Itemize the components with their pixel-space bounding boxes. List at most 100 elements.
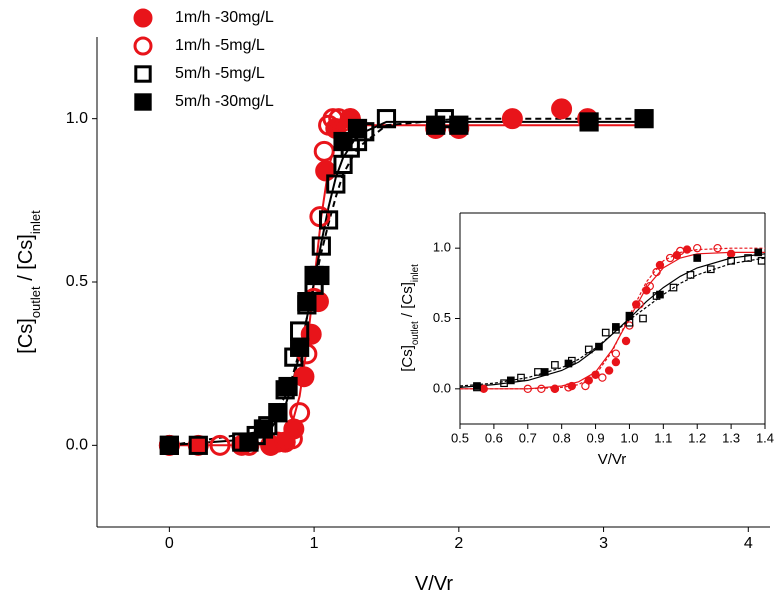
- open-square: [551, 361, 559, 369]
- filled-square: [612, 323, 620, 331]
- filled-square: [347, 118, 368, 139]
- filled-circle: [726, 249, 736, 258]
- y-axis-title-subscript: outlet: [410, 321, 421, 345]
- filled-square: [540, 368, 549, 376]
- open-circle: [676, 246, 685, 256]
- open-square: [333, 154, 353, 175]
- filled-square: [159, 435, 179, 455]
- x-tick-label: 0.6: [485, 430, 503, 445]
- open-square: [686, 271, 695, 279]
- filled-square: [134, 93, 152, 111]
- open-square: [639, 314, 647, 323]
- filled-square: [625, 311, 634, 320]
- filled-square: [253, 419, 274, 439]
- legend-label: 1m/h -30mg/L: [175, 9, 274, 26]
- x-tick-label: 1: [310, 535, 319, 552]
- x-tick-label: 0.9: [587, 430, 605, 445]
- filled-square: [268, 403, 288, 423]
- open-square: [757, 256, 766, 265]
- filled-square: [595, 342, 603, 351]
- fit-line: [169, 117, 647, 447]
- open-circle: [652, 267, 661, 277]
- x-tick-label: 1.4: [756, 430, 774, 445]
- open-circle: [665, 253, 675, 263]
- open-square: [326, 174, 346, 194]
- filled-square: [579, 112, 599, 132]
- main-chart: 0 1 2 3 40.00.51.0V/Vr[Cs]outlet / [Cs]inlet…: [15, 8, 770, 595]
- x-tick-label: 1.1: [654, 430, 672, 445]
- x-tick-label: 1.2: [688, 430, 706, 445]
- filled-square: [693, 254, 702, 262]
- open-square: [290, 321, 310, 341]
- open-circle: [523, 384, 532, 394]
- filled-circle: [551, 98, 573, 120]
- open-square: [311, 236, 331, 256]
- open-circle: [313, 140, 335, 162]
- open-square: [517, 373, 525, 382]
- y-axis-title-subscript: inlet: [28, 210, 43, 234]
- open-square: [744, 254, 752, 262]
- filled-square: [449, 115, 469, 135]
- open-circle: [645, 281, 654, 291]
- open-circle: [564, 383, 573, 392]
- open-circle: [209, 434, 231, 456]
- filled-circle: [611, 357, 621, 367]
- filled-square: [239, 432, 259, 452]
- x-tick-label: 1.3: [722, 430, 740, 445]
- open-circle: [598, 373, 607, 382]
- y-tick-label: 0.0: [433, 380, 451, 395]
- x-tick-label: 2: [454, 535, 463, 552]
- filled-circle: [293, 366, 315, 388]
- y-axis-title: [Cs]outlet / [Cs]inlet: [15, 210, 43, 354]
- fit-line: [459, 253, 766, 388]
- open-square: [584, 345, 593, 354]
- open-square: [601, 328, 610, 337]
- x-tick-label: 0.5: [451, 430, 469, 445]
- open-square: [669, 283, 678, 292]
- fit-line: [459, 257, 766, 387]
- open-circle: [133, 36, 153, 56]
- x-tick-label: 3: [599, 535, 608, 552]
- filled-square: [426, 115, 446, 135]
- filled-circle: [621, 336, 631, 346]
- y-tick-label: 0.5: [433, 310, 451, 325]
- y-tick-label: 1.0: [66, 110, 88, 127]
- x-tick-label: 4: [744, 535, 753, 552]
- open-circle: [289, 402, 311, 424]
- filled-circle: [604, 366, 614, 375]
- open-circle: [550, 384, 560, 394]
- open-circle: [693, 243, 702, 253]
- filled-square: [754, 248, 763, 257]
- filled-square: [564, 359, 573, 368]
- open-square: [376, 109, 397, 129]
- y-axis-title-subscript: inlet: [410, 264, 421, 282]
- x-tick-label: 0.8: [553, 430, 571, 445]
- x-axis-title: V/Vr: [598, 451, 627, 468]
- open-square: [134, 65, 152, 83]
- legend-label: 5m/h -30mg/L: [175, 93, 274, 110]
- x-tick-label: 0: [165, 535, 174, 552]
- inset-chart: 0.5 0.6 0.7 0.8 0.9 1.0 1.1 1.2 1.3 1.4 0.0 0.5 1.0 V…: [399, 212, 774, 468]
- open-square: [534, 368, 542, 376]
- filled-circle: [591, 370, 600, 379]
- open-circle: [713, 243, 722, 253]
- x-axis-title: V/Vr: [415, 573, 453, 595]
- open-square: [318, 210, 339, 230]
- open-circle: [635, 300, 644, 309]
- filled-circle: [682, 245, 692, 254]
- filled-circle: [501, 108, 523, 130]
- y-tick-label: 0.0: [66, 437, 88, 454]
- y-tick-label: 0.5: [66, 273, 88, 290]
- filled-square: [278, 376, 298, 397]
- open-circle: [537, 384, 546, 394]
- y-axis-title: [Cs]outlet / [Cs]inlet: [399, 264, 421, 372]
- filled-circle: [655, 260, 665, 270]
- open-circle: [281, 428, 303, 450]
- y-axis-title-part: [Cs]: [15, 318, 37, 354]
- y-axis-title-part: / [Cs]: [399, 282, 416, 321]
- fit-line: [460, 247, 765, 390]
- open-circle: [581, 381, 590, 391]
- open-circle: [611, 349, 621, 358]
